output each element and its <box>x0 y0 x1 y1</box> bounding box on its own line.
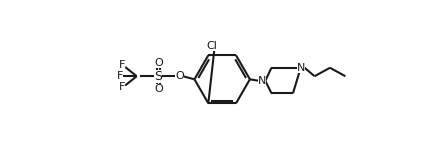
Text: Cl: Cl <box>207 41 218 51</box>
Text: O: O <box>154 84 163 94</box>
Text: N: N <box>258 76 266 86</box>
Text: O: O <box>176 71 184 81</box>
Text: F: F <box>119 61 125 70</box>
Text: S: S <box>154 70 162 83</box>
Text: F: F <box>117 71 123 81</box>
Text: N: N <box>296 63 305 73</box>
Text: O: O <box>154 58 163 68</box>
Text: F: F <box>119 82 125 92</box>
